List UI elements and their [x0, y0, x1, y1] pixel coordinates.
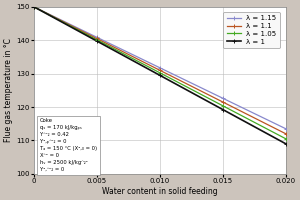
Text: Coke
qₛ = 170 kJ/kgₚₛ
Yᴬᵒ₂ = 0.42
Yᵃ,ₚᴬᵒ₂ = 0
Tₐ = 150 °C (Xᵃ,₀ = 0)
Xᴬᵒ = 0
hᵥ : Coke qₛ = 170 kJ/kgₚₛ Yᴬᵒ₂ = 0.42 Yᵃ,ₚᴬᵒ… [40, 118, 97, 172]
Legend: λ = 1.15, λ = 1.1, λ = 1.05, λ = 1: λ = 1.15, λ = 1.1, λ = 1.05, λ = 1 [223, 12, 280, 48]
Y-axis label: Flue gas temperature in °C: Flue gas temperature in °C [4, 38, 13, 142]
X-axis label: Water content in solid feeding: Water content in solid feeding [102, 187, 218, 196]
